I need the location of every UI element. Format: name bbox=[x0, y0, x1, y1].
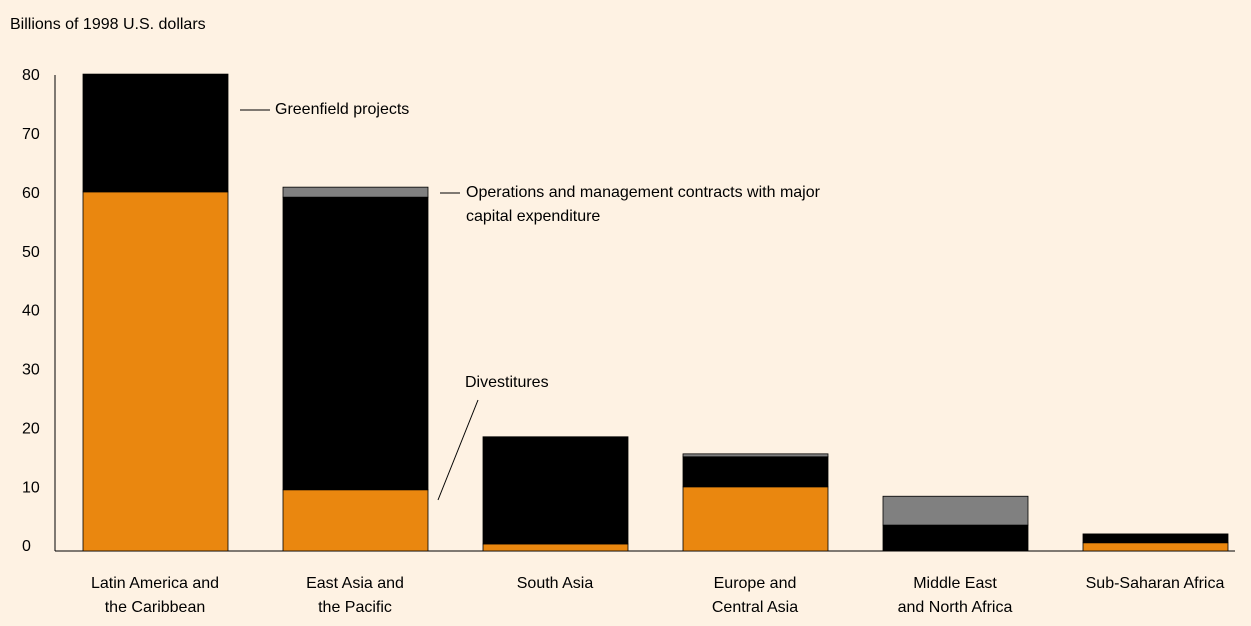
bar-segment bbox=[882, 524, 1029, 552]
x-tick-label: Middle East and North Africa bbox=[897, 575, 1013, 616]
x-tick-label: East Asia and the Pacific bbox=[306, 575, 404, 616]
x-tick-label: Sub-Saharan Africa bbox=[1085, 575, 1225, 592]
y-tick-label: 20 bbox=[22, 420, 40, 437]
y-tick-label: 40 bbox=[22, 303, 40, 320]
bar-segment bbox=[882, 495, 1029, 526]
y-tick-label: 50 bbox=[22, 244, 40, 261]
series-label: Operations and management contracts with… bbox=[466, 184, 820, 225]
bar-segment bbox=[282, 196, 429, 491]
bar-segment bbox=[82, 73, 229, 193]
y-tick-label: 10 bbox=[22, 479, 40, 496]
y-tick-label: 80 bbox=[22, 67, 40, 84]
y-tick-label: 30 bbox=[22, 362, 40, 379]
x-tick-label: Europe and Central Asia bbox=[711, 575, 799, 616]
series-label: Divestitures bbox=[465, 374, 549, 391]
bar-segment bbox=[82, 191, 229, 552]
leader-line bbox=[437, 399, 479, 501]
bar-segment bbox=[482, 436, 629, 545]
bar-segment bbox=[282, 186, 429, 198]
y-tick-label: 60 bbox=[22, 185, 40, 202]
bar-segment bbox=[482, 543, 629, 552]
y-axis-title: Billions of 1998 U.S. dollars bbox=[10, 16, 206, 33]
y-tick-label: 70 bbox=[22, 126, 40, 143]
y-tick-label: 0 bbox=[22, 538, 31, 555]
x-tick-label: South Asia bbox=[516, 575, 594, 592]
bar-segment bbox=[1082, 542, 1229, 552]
bar-segment bbox=[682, 456, 829, 488]
x-tick-label: Latin America and the Caribbean bbox=[90, 575, 220, 616]
bar-segment bbox=[682, 453, 829, 458]
bar-segment bbox=[282, 489, 429, 552]
bar-segment bbox=[1082, 533, 1229, 544]
series-label: Greenfield projects bbox=[275, 101, 410, 118]
bar-segment bbox=[682, 486, 829, 552]
